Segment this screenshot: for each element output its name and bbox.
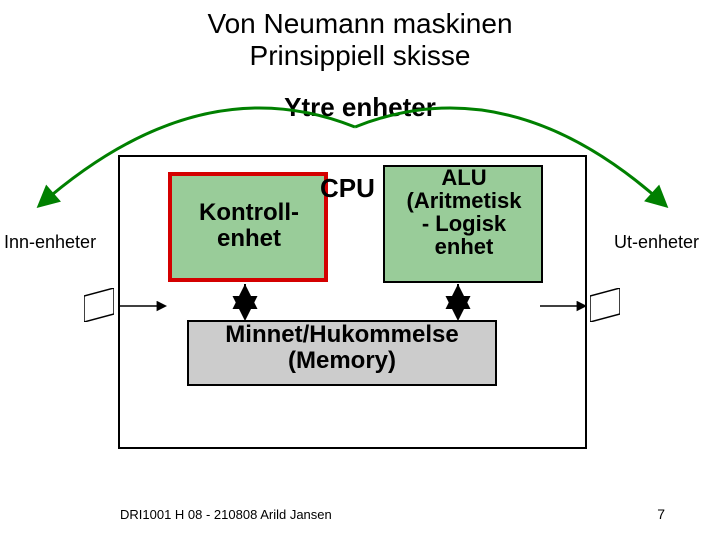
inn-device-icon [84, 288, 114, 322]
page-number: 7 [657, 506, 665, 522]
diagram-connectors-layer [0, 0, 720, 540]
ut-device-icon [590, 288, 620, 322]
footer-text: DRI1001 H 08 - 210808 Arild Jansen [120, 507, 332, 522]
